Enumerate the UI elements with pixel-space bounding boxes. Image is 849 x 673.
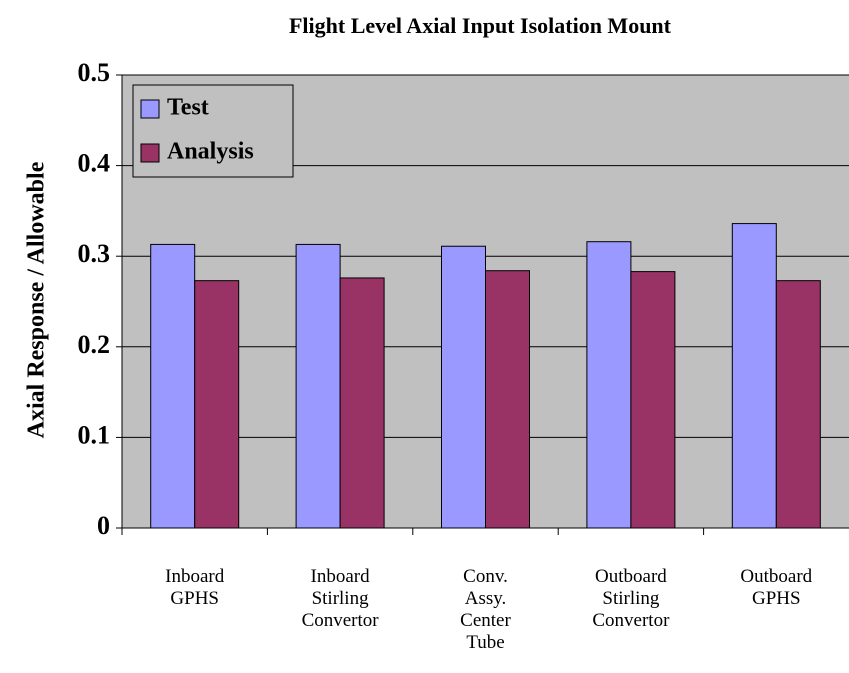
- legend-swatch: [140, 143, 160, 163]
- legend-label: Test: [167, 95, 209, 121]
- bar: [630, 271, 676, 529]
- legend-label: Analysis: [167, 139, 254, 165]
- x-tick-label: Outboard GPHS: [740, 566, 812, 609]
- y-tick-label: 0.3: [78, 239, 111, 268]
- y-tick-label: 0: [97, 511, 110, 540]
- bar: [194, 280, 240, 529]
- bar: [731, 223, 777, 529]
- legend-swatch: [140, 99, 160, 119]
- y-tick-label: 0.4: [78, 149, 111, 178]
- x-tick-label: Outboard Stirling Convertor: [592, 566, 670, 631]
- legend-box: [132, 84, 294, 178]
- bar: [295, 243, 341, 529]
- x-tick-label: Inboard Stirling Convertor: [302, 566, 380, 631]
- bar: [339, 277, 385, 529]
- y-tick-label: 0.5: [78, 58, 111, 87]
- bar: [586, 241, 632, 529]
- x-tick-label: Conv. Assy. Center Tube: [460, 566, 511, 653]
- bar: [485, 270, 530, 529]
- bar: [775, 280, 821, 529]
- bar: [441, 245, 486, 529]
- bar: [150, 243, 196, 529]
- x-tick-label: Inboard GPHS: [165, 566, 225, 609]
- y-axis-label: Axial Response / Allowable: [24, 161, 50, 438]
- chart-title: Flight Level Axial Input Isolation Mount: [289, 13, 672, 38]
- y-tick-label: 0.1: [78, 420, 111, 449]
- y-tick-label: 0.2: [78, 330, 111, 359]
